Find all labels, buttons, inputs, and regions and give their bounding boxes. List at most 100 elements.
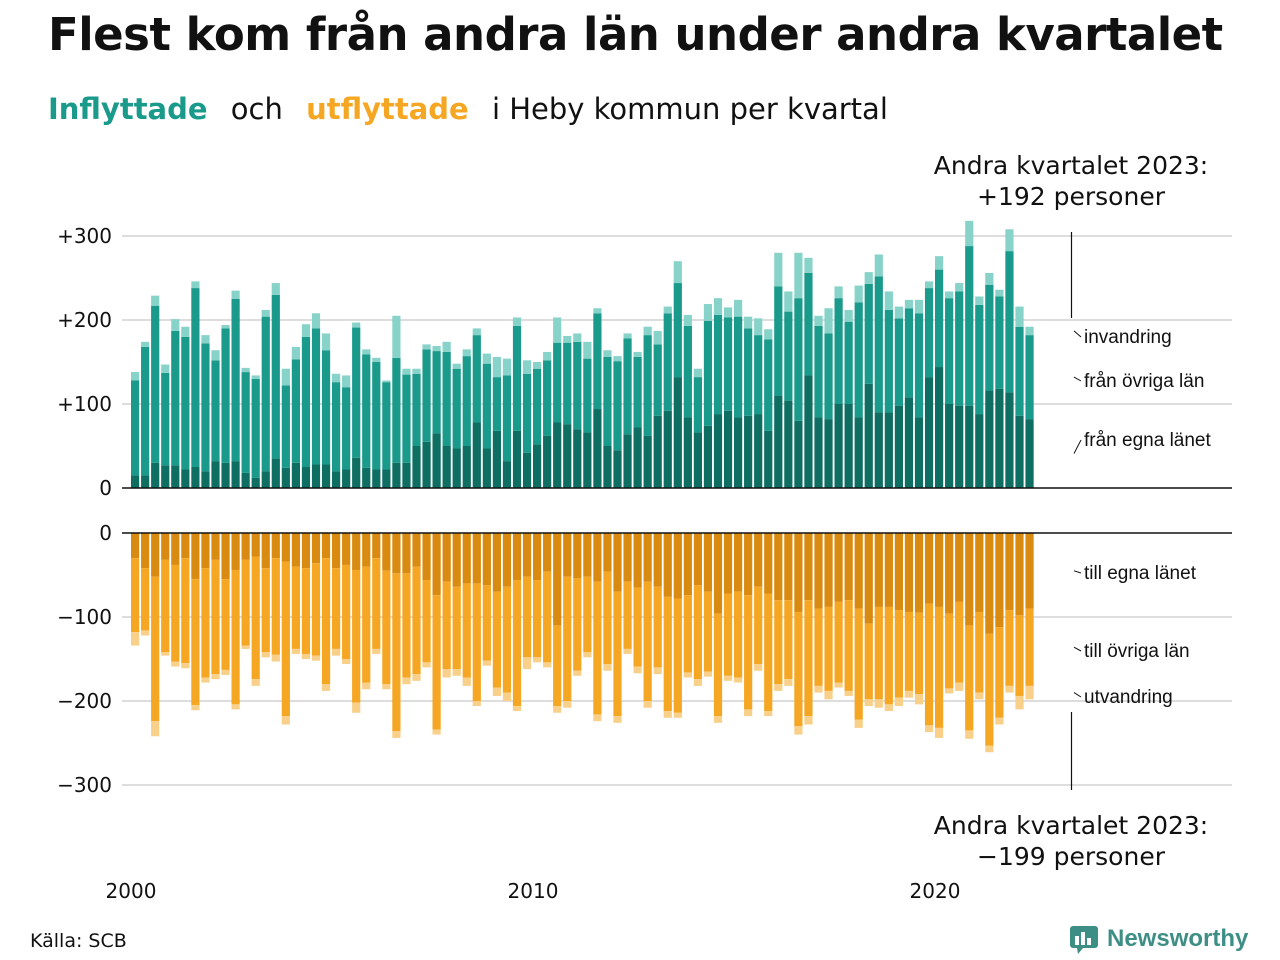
outflow-bar-segment — [844, 600, 853, 691]
outflow-bar-segment — [141, 568, 150, 631]
chart-title: Flest kom från andra län under andra kva… — [48, 8, 1223, 61]
inflow-bar-segment — [1025, 419, 1034, 488]
inflow-bar-segment — [452, 368, 461, 449]
outflow-bar-segment — [211, 559, 220, 675]
outflow-segment-label: till övriga län — [1084, 641, 1190, 662]
outflow-bar-segment — [492, 533, 501, 592]
inflow-bar-segment — [171, 319, 180, 331]
inflow-bar-segment — [402, 368, 411, 375]
inflow-bar-segment — [603, 350, 612, 357]
outflow-bar-segment — [211, 674, 220, 680]
outflow-bar-segment — [935, 533, 944, 607]
inflow-bar-segment — [382, 380, 391, 383]
outflow-bar-segment — [874, 699, 883, 708]
inflow-bar-segment — [804, 272, 813, 376]
inflow-bar-segment — [754, 318, 763, 336]
outflow-bar-segment — [392, 731, 401, 738]
inflow-segment-label: från egna länet — [1084, 430, 1211, 451]
callout-outflow-line1: Andra kvartalet 2023: — [933, 811, 1209, 840]
x-tick-label: 2020 — [910, 879, 961, 903]
inflow-bar-segment — [291, 346, 300, 360]
inflow-bar-segment — [643, 335, 652, 436]
outflow-bar-segment — [321, 558, 331, 685]
inflow-bar-segment — [744, 316, 753, 329]
callout-outflow-latest: Andra kvartalet 2023: −199 personer — [921, 810, 1221, 872]
callout-inflow-latest: Andra kvartalet 2023: +192 personer — [921, 150, 1221, 212]
inflow-bar-segment — [874, 412, 883, 488]
inflow-bar-segment — [191, 288, 200, 467]
outflow-bar-segment — [543, 533, 552, 572]
outflow-bar-segment — [281, 533, 290, 562]
outflow-bar-segment — [472, 533, 481, 584]
outflow-bar-segment — [744, 595, 753, 710]
source-note: Källa: SCB — [30, 930, 127, 952]
outflow-bar-segment — [924, 533, 934, 604]
inflow-bar-segment — [683, 314, 692, 326]
outflow-bar-segment — [864, 699, 873, 707]
inflow-bar-segment — [171, 465, 180, 488]
inflow-bar-segment — [311, 464, 321, 488]
outflow-bar-segment — [593, 533, 602, 582]
inflow-bar-segment — [492, 356, 501, 378]
outflow-bar-segment — [311, 533, 321, 564]
inflow-bar-segment — [774, 286, 783, 396]
outflow-bar-segment — [995, 627, 1004, 718]
outflow-bar-segment — [161, 652, 170, 656]
inflow-bar-segment — [693, 377, 702, 433]
inflow-bar-segment — [281, 368, 290, 386]
inflow-segment-label: från övriga län — [1084, 371, 1204, 392]
outflow-bar-segment — [372, 558, 381, 649]
inflow-bar-segment — [754, 335, 763, 415]
outflow-bar-segment — [241, 533, 250, 560]
outflow-bar-segment — [945, 533, 954, 614]
outflow-bar-segment — [201, 677, 210, 683]
inflow-bar-segment — [804, 257, 813, 273]
outflow-bar-segment — [824, 606, 833, 691]
outflow-bar-segment — [321, 533, 331, 559]
outflow-bar-segment — [201, 533, 210, 569]
outflow-bar-segment — [663, 533, 672, 597]
inflow-bar-segment — [904, 299, 914, 309]
outflow-bar-segment — [161, 533, 170, 560]
outflow-bar-segment — [512, 580, 522, 707]
outflow-bar-segment — [492, 687, 501, 696]
inflow-bar-segment — [201, 471, 210, 488]
outflow-bar-segment — [412, 533, 421, 567]
inflow-bar-segment — [321, 350, 331, 465]
inflow-bar-segment — [342, 469, 351, 488]
inflow-bar-segment — [422, 441, 431, 488]
outflow-bar-segment — [713, 613, 723, 717]
inflow-bar-segment — [965, 405, 974, 488]
outflow-bar-segment — [382, 684, 391, 690]
inflow-bar-segment — [935, 269, 944, 368]
outflow-bar-segment — [713, 716, 723, 723]
outflow-bar-segment — [543, 571, 552, 663]
inflow-bar-segment — [181, 469, 190, 488]
inflow-bar-segment — [814, 325, 823, 418]
inflow-bar-segment — [844, 321, 853, 404]
inflow-bar-segment — [482, 353, 491, 364]
outflow-bar-segment — [643, 581, 652, 701]
outflow-bar-segment — [693, 679, 702, 686]
outflow-bar-segment — [754, 533, 763, 587]
outflow-bar-segment — [141, 533, 150, 569]
outflow-bar-segment — [663, 711, 672, 718]
inflow-bar-segment — [975, 304, 984, 415]
inflow-bar-segment — [372, 362, 381, 470]
outflow-bar-segment — [995, 533, 1004, 628]
inflow-bar-segment — [734, 316, 743, 418]
outflow-bar-segment — [814, 533, 823, 609]
outflow-bar-segment — [834, 682, 843, 688]
inflow-bar-segment — [432, 346, 441, 352]
inflow-bar-segment — [734, 417, 743, 488]
inflow-bar-segment — [653, 330, 662, 345]
outflow-segment-label: till egna länet — [1084, 563, 1197, 584]
inflow-bar-segment — [784, 400, 793, 488]
outflow-bar-segment — [734, 533, 743, 592]
outflow-bar-segment — [1005, 610, 1014, 686]
inflow-bar-segment — [723, 307, 733, 318]
outflow-bar-segment — [603, 664, 612, 671]
inflow-label-leader — [1073, 330, 1082, 338]
outflow-bar-segment — [553, 625, 562, 707]
inflow-bar-segment — [332, 382, 341, 472]
